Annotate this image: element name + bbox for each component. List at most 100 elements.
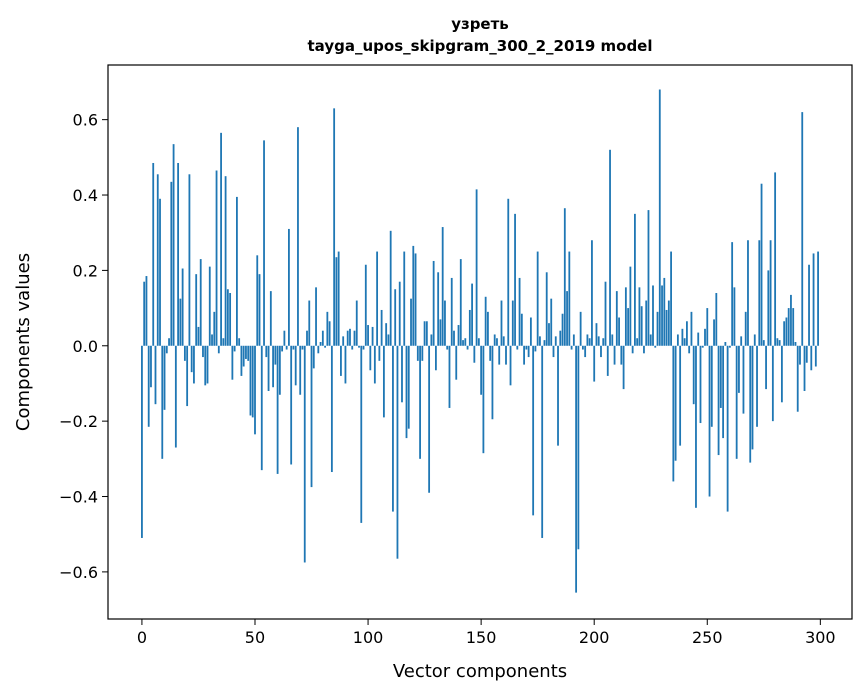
bar-183 [554,336,557,346]
bar-166 [516,345,519,350]
bar-47 [247,345,250,361]
bar-231 [663,277,666,346]
bar-86 [335,257,338,346]
bar-71 [301,345,304,350]
bar-50 [254,345,256,435]
bar-76 [312,345,315,369]
y-axis-label: Components values [13,253,34,431]
bar-20 [186,345,189,407]
bar-118 [407,345,410,429]
bar-13 [170,181,173,346]
bar-263 [735,345,738,459]
bar-16 [177,162,180,346]
bar-257 [722,345,725,439]
bar-116 [403,251,406,346]
bar-227 [654,345,657,348]
bar-46 [245,345,247,359]
bar-184 [557,345,559,446]
bar-205 [604,281,607,346]
bar-245 [695,345,697,508]
bar-49 [251,345,254,418]
bar-0 [141,345,143,538]
bar-110 [389,230,392,346]
bar-97 [360,345,363,523]
bar-2 [145,276,148,346]
bar-256 [719,345,722,408]
bar-255 [717,345,720,456]
bar-281 [776,338,779,346]
bar-57 [269,291,272,346]
bar-59 [274,345,277,365]
bar-211 [618,317,620,346]
bar-217 [631,345,634,354]
bar-282 [778,340,781,346]
x-tick-label-300: 300 [805,628,836,647]
bar-89 [342,336,345,346]
bar-98 [362,345,365,350]
bar-295 [808,264,810,346]
bar-237 [676,334,679,346]
bar-102 [371,326,374,346]
bar-266 [742,345,745,414]
chart-title-line-2: tayga_upos_skipgram_300_2_2019 model [308,37,653,55]
bar-271 [753,334,756,346]
bar-297 [812,253,815,346]
bar-260 [728,345,731,348]
bar-11 [165,345,168,354]
bar-113 [396,345,399,559]
bar-1 [143,281,146,346]
bar-161 [505,345,507,365]
bar-22 [190,345,193,373]
x-tick-label-150: 150 [466,628,497,647]
bar-191 [572,334,575,346]
bar-78 [317,345,320,354]
bar-41 [233,345,236,352]
bar-134 [444,300,446,346]
bar-28 [204,345,207,386]
bar-109 [387,334,390,346]
bar-167 [518,277,521,346]
bar-212 [620,345,623,365]
x-axis: 0 50 100 150 200 250 300 [137,619,836,647]
bar-48 [249,345,252,416]
bar-112 [394,289,397,346]
x-tick-label-100: 100 [353,628,384,647]
bar-224 [647,210,650,346]
bar-146 [471,283,473,346]
bar-268 [747,240,749,346]
bar-143 [464,338,467,346]
bar-58 [272,345,274,388]
bar-136 [448,345,451,408]
bar-19 [183,345,186,361]
bar-203 [600,345,602,358]
bar-286 [787,308,790,346]
bar-7 [156,174,159,346]
bar-70 [299,345,302,395]
bar-284 [783,321,786,346]
bar-90 [344,345,347,384]
bar-241 [686,321,688,346]
bar-5 [152,162,155,346]
bar-242 [688,345,691,354]
bar-277 [767,270,770,346]
bar-216 [629,266,632,346]
bar-64 [285,345,288,350]
bar-120 [412,245,415,346]
bar-163 [509,345,512,386]
bar-114 [398,281,401,346]
bar-60 [276,345,279,474]
bar-53 [260,345,263,471]
bar-239 [681,328,684,346]
bar-85 [333,108,336,346]
bar-series [141,89,819,593]
bar-158 [498,345,501,365]
bar-150 [480,345,483,395]
bar-106 [380,309,383,346]
bar-31 [211,334,213,346]
bar-221 [640,306,643,346]
bar-285 [785,317,788,346]
bar-204 [602,338,605,346]
bar-180 [548,323,550,346]
bar-26 [199,259,202,346]
